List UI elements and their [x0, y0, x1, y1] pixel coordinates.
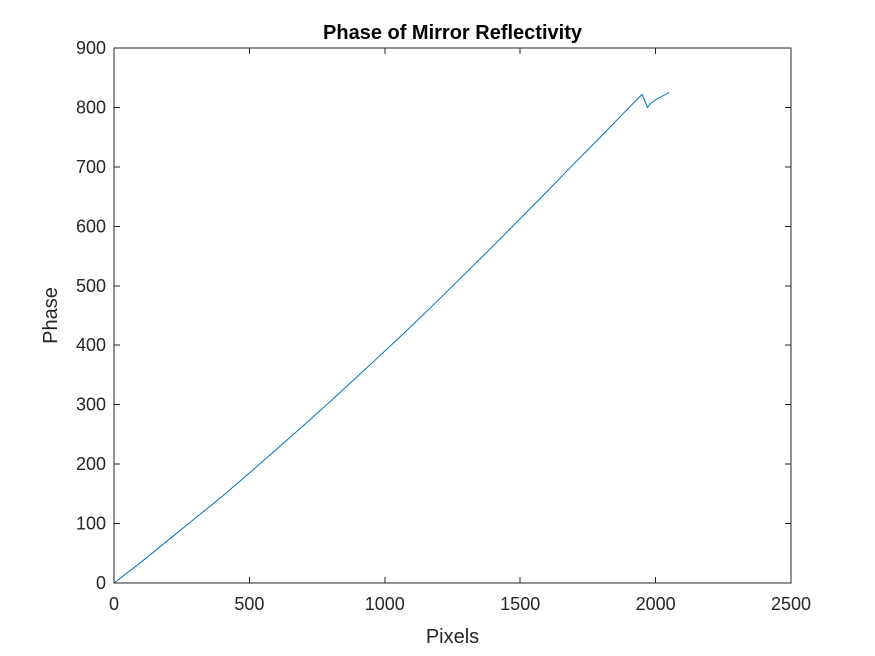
- y-tick-label: 800: [76, 97, 106, 117]
- x-tick-label: 1000: [365, 594, 405, 614]
- y-tick-label: 700: [76, 157, 106, 177]
- x-tick-label: 1500: [500, 594, 540, 614]
- axes-box: [113, 47, 792, 584]
- y-axis-label: Phase: [40, 287, 62, 344]
- y-tick-label: 100: [76, 514, 106, 534]
- x-tick-label: 0: [109, 594, 119, 614]
- y-tick-label: 200: [76, 454, 106, 474]
- x-axis-label: Pixels: [426, 626, 479, 648]
- y-tick-label: 900: [76, 38, 106, 58]
- axes-layer: 0 500 1000 1500 2000 2500 0 100 200 300 400 500 600 7…: [76, 38, 811, 614]
- x-tick-label: 500: [234, 594, 264, 614]
- chart-title: Phase of Mirror Reflectivity: [323, 22, 583, 44]
- y-tick-label: 500: [76, 276, 106, 296]
- plot-area: [114, 48, 791, 583]
- y-tick-label: 400: [76, 335, 106, 355]
- x-tick-label: 2500: [771, 594, 811, 614]
- y-tick-label: 0: [96, 573, 106, 593]
- x-tick-label: 2000: [636, 594, 676, 614]
- y-tick-label: 300: [76, 395, 106, 415]
- y-tick-label: 600: [76, 216, 106, 236]
- series-line-0: [113, 92, 670, 584]
- series-layer: [113, 92, 670, 584]
